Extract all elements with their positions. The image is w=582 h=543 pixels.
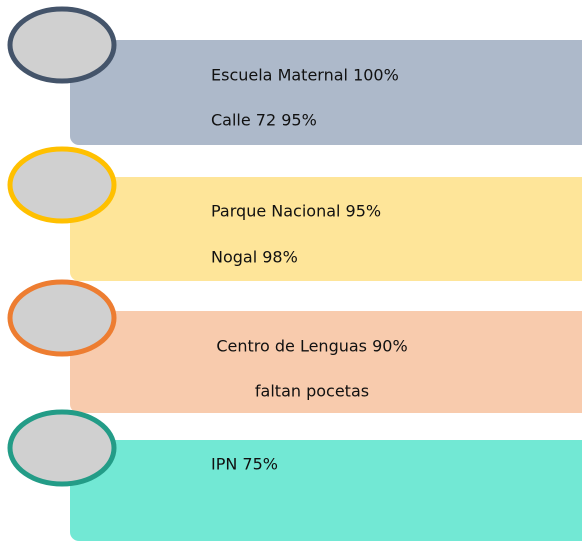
item-2: Parque Nacional 95% Nogal 98% — [7, 146, 582, 281]
item-4: IPN 75% — [7, 409, 582, 541]
item-bullet — [7, 409, 117, 487]
item-box — [70, 40, 582, 145]
item-text: IPN 75% — [211, 455, 278, 474]
item-text: Parque Nacional 95% — [211, 202, 381, 221]
item-text: Escuela Maternal 100% — [211, 66, 399, 85]
item-box — [70, 177, 582, 281]
item-box — [70, 311, 582, 413]
item-text: Calle 72 95% — [211, 111, 317, 130]
item-1: Escuela Maternal 100% Calle 72 95% — [7, 6, 582, 145]
item-text: Centro de Lenguas 90% — [216, 337, 407, 356]
item-bullet — [7, 6, 117, 84]
item-bullet — [7, 146, 117, 224]
item-box — [70, 440, 582, 541]
item-text: faltan pocetas — [255, 382, 369, 401]
item-3: Centro de Lenguas 90% faltan pocetas — [7, 279, 582, 413]
item-text: Nogal 98% — [211, 248, 298, 267]
item-bullet — [7, 279, 117, 357]
